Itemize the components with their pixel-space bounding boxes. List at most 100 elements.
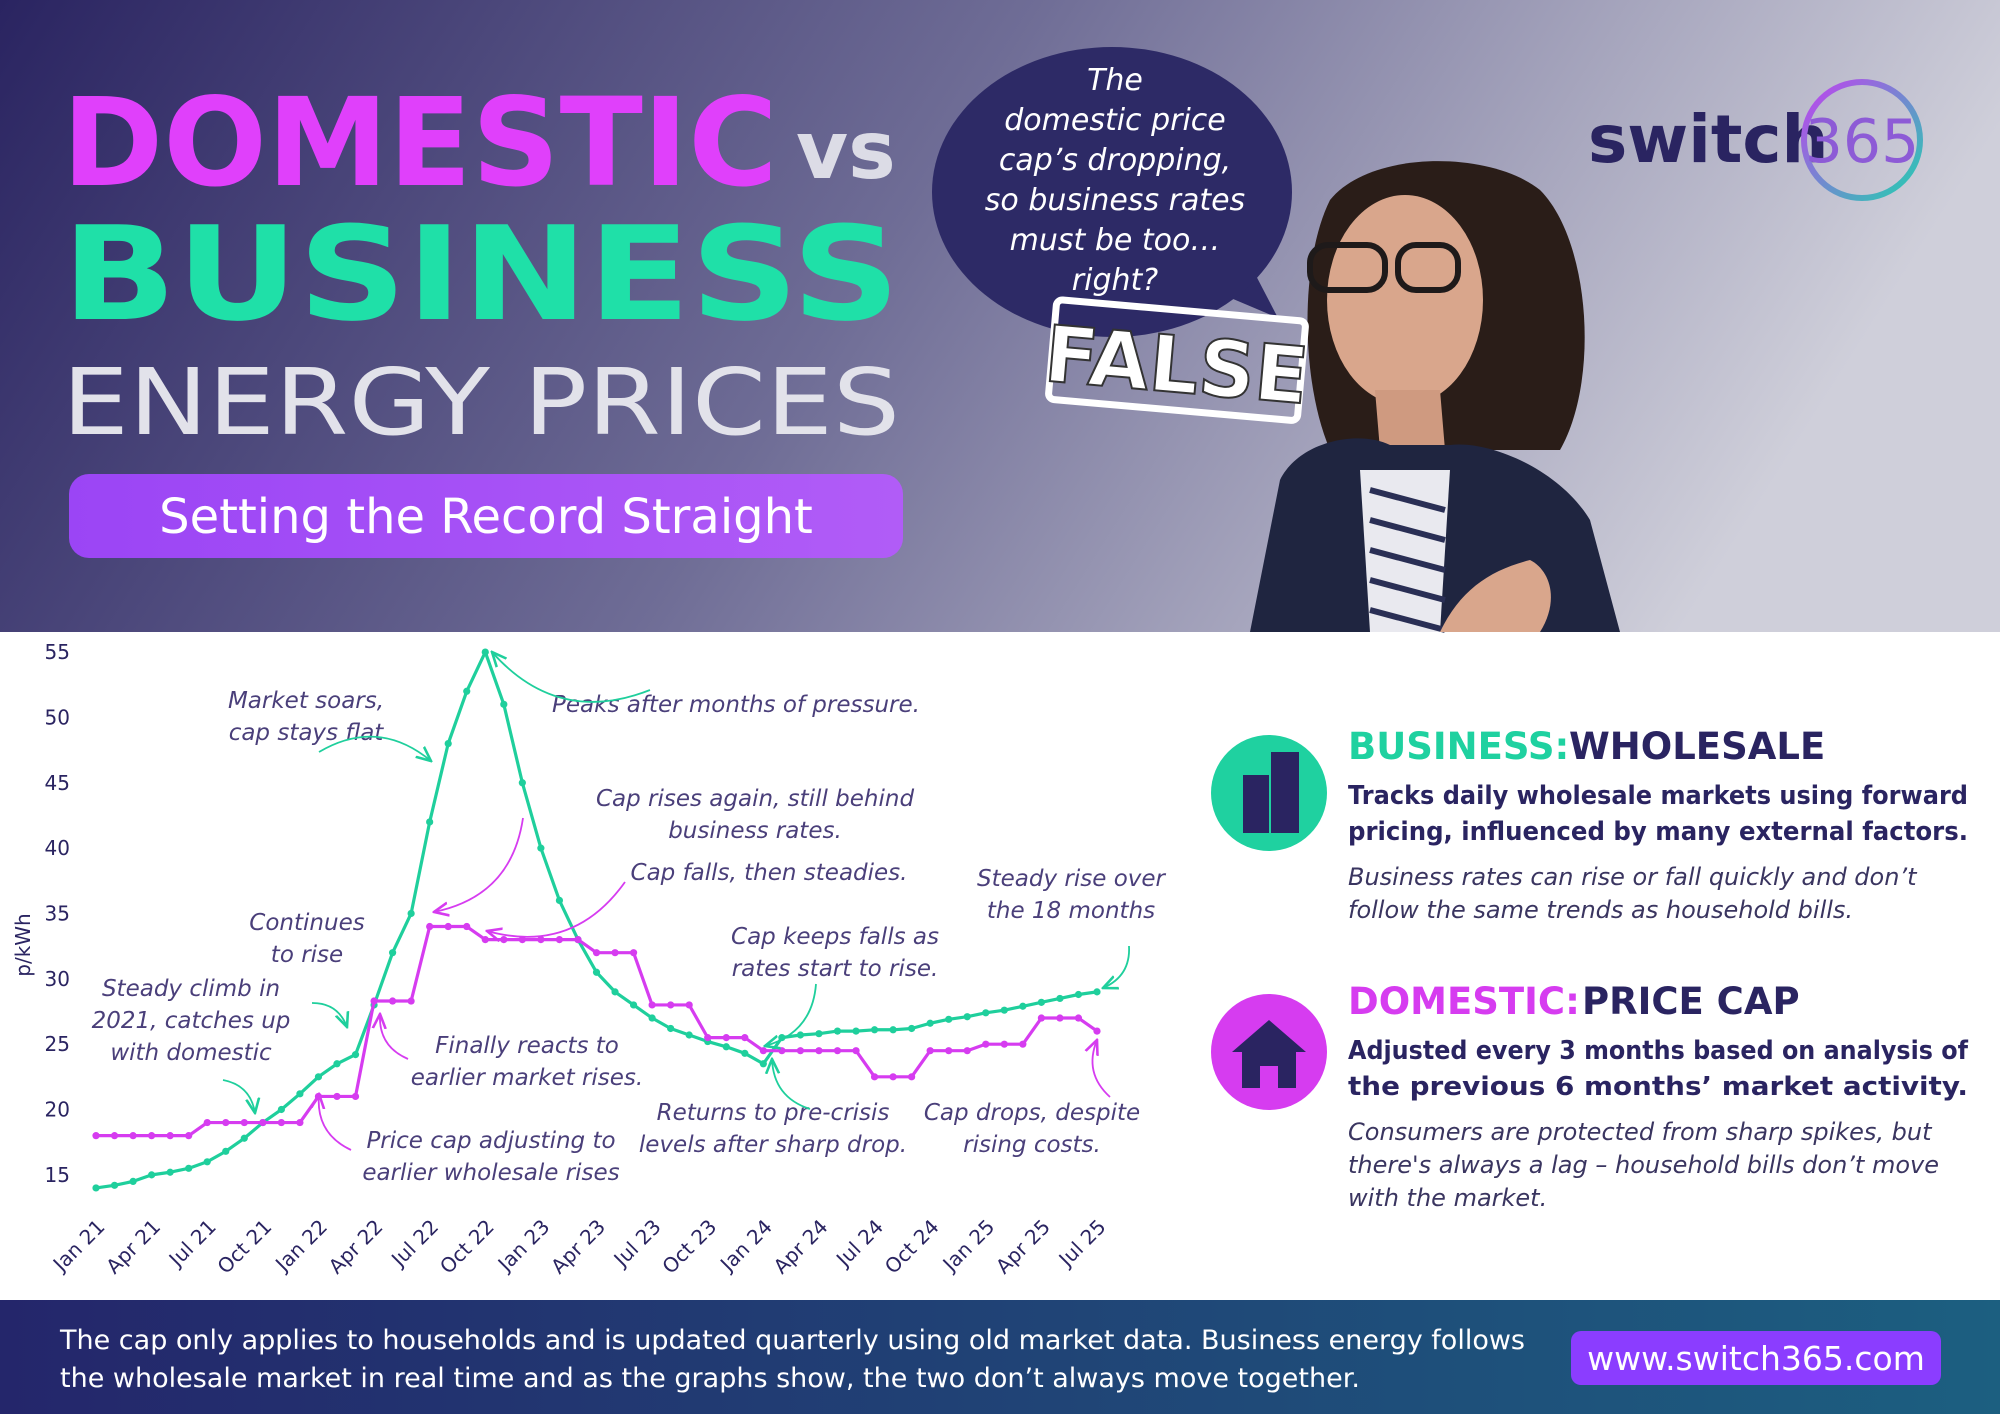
speech-line: must be too… <box>1010 223 1221 258</box>
panel-detail: with the market. <box>1348 1184 1547 1212</box>
data-point <box>351 1092 360 1101</box>
data-point <box>222 1147 230 1155</box>
speech-line: The <box>1087 63 1143 98</box>
data-point <box>1019 1040 1027 1048</box>
data-point <box>388 997 397 1005</box>
y-axis-label: p/kWh <box>11 913 35 976</box>
data-point <box>982 1009 990 1017</box>
footer-text: the wholesale market in real time and as… <box>60 1363 1360 1394</box>
x-tick-label: Jan 24 <box>714 1215 777 1278</box>
data-point <box>1056 1014 1064 1022</box>
data-point <box>333 1060 341 1068</box>
annotation-text: cap stays flat <box>229 720 385 746</box>
data-point <box>1037 1014 1045 1022</box>
panel-heading: PRICE CAP <box>1582 980 1800 1023</box>
logo-ring <box>1801 79 1923 201</box>
data-point <box>648 1014 656 1022</box>
x-tick-label: Apr 22 <box>324 1215 388 1279</box>
data-point <box>667 1024 675 1033</box>
data-point <box>1000 1006 1008 1014</box>
annotation-text: Cap falls, then steadies. <box>631 860 908 886</box>
data-point <box>537 936 545 944</box>
subtitle-pill <box>69 474 903 558</box>
data-point <box>1019 1002 1027 1010</box>
annotation-arrow <box>222 1079 255 1113</box>
x-tick-label: Jan 23 <box>492 1215 555 1278</box>
y-tick-label: 45 <box>45 771 70 795</box>
website-url[interactable]: www.switch365.com <box>1587 1339 1925 1378</box>
y-tick-label: 35 <box>45 901 70 925</box>
data-point <box>426 818 434 826</box>
url-pill[interactable] <box>1571 1331 1941 1385</box>
data-point <box>833 1047 842 1055</box>
data-point <box>333 1092 341 1101</box>
data-point <box>1074 990 1083 999</box>
annotation-arrow <box>1092 1040 1111 1098</box>
data-point <box>277 1105 285 1114</box>
annotation-text: to rise <box>271 942 343 968</box>
title-business: BUSINESS <box>62 198 900 350</box>
x-tick-label: Oct 22 <box>435 1215 499 1279</box>
speech-line: cap’s dropping, <box>999 143 1231 178</box>
data-point <box>444 739 452 748</box>
data-point <box>370 997 378 1005</box>
data-point <box>463 687 471 695</box>
data-point <box>815 1030 823 1038</box>
data-point <box>240 1134 248 1142</box>
annotation-arrow <box>765 983 817 1046</box>
data-point <box>945 1015 953 1023</box>
data-point <box>240 1118 248 1127</box>
y-tick-label: 50 <box>45 705 70 729</box>
annotation-text: Market soars, <box>228 688 384 714</box>
annotation-text: Finally reacts to <box>435 1033 619 1059</box>
data-point <box>963 1047 971 1055</box>
x-tick-label: Apr 24 <box>769 1215 833 1279</box>
data-point <box>185 1132 193 1140</box>
data-point <box>667 1001 675 1009</box>
data-point <box>592 949 601 957</box>
y-tick-label: 40 <box>45 836 70 860</box>
data-point <box>908 1024 916 1033</box>
data-point <box>926 1047 934 1055</box>
annotation-arrow <box>492 652 651 703</box>
annotation-text: rates start to rise. <box>732 956 939 982</box>
annotation-text: earlier wholesale rises <box>362 1160 619 1186</box>
data-point <box>407 909 415 918</box>
data-point <box>963 1013 971 1021</box>
data-point <box>611 988 619 996</box>
data-point <box>870 1073 879 1081</box>
data-point <box>945 1047 953 1055</box>
data-point <box>203 1158 211 1166</box>
panel-detail: Business rates can rise or fall quickly … <box>1348 863 1918 891</box>
x-tick-label: Jan 25 <box>937 1215 1000 1278</box>
annotation-arrow <box>318 735 431 761</box>
data-point <box>648 1001 656 1009</box>
annotation-text: Cap rises again, still behind <box>596 786 914 812</box>
data-point <box>629 949 638 957</box>
data-point <box>796 1047 805 1055</box>
x-tick-label: Jul 21 <box>163 1215 221 1273</box>
data-point <box>166 1168 174 1176</box>
data-point <box>741 1034 749 1042</box>
x-tick-label: Apr 23 <box>546 1215 610 1279</box>
data-point <box>148 1132 156 1140</box>
false-stamp: FALSE <box>1040 296 1313 424</box>
y-tick-label: 30 <box>45 967 70 991</box>
annotation-text: Steady climb in <box>102 976 280 1002</box>
data-point <box>852 1047 860 1055</box>
y-tick-label: 15 <box>45 1163 70 1187</box>
data-point <box>537 844 545 852</box>
data-point <box>759 1060 767 1068</box>
data-point <box>629 1001 638 1009</box>
data-point <box>852 1027 860 1035</box>
data-point <box>741 1049 749 1057</box>
annotation-text: with domestic <box>110 1040 272 1066</box>
data-point <box>222 1118 230 1127</box>
speech-bubble <box>932 47 1292 337</box>
data-point <box>611 949 619 957</box>
annotation-text: 2021, catches up <box>92 1008 291 1034</box>
data-point <box>148 1171 156 1179</box>
person-illustration <box>1250 161 1620 633</box>
annotation-text: Returns to pre-crisis <box>657 1100 890 1126</box>
